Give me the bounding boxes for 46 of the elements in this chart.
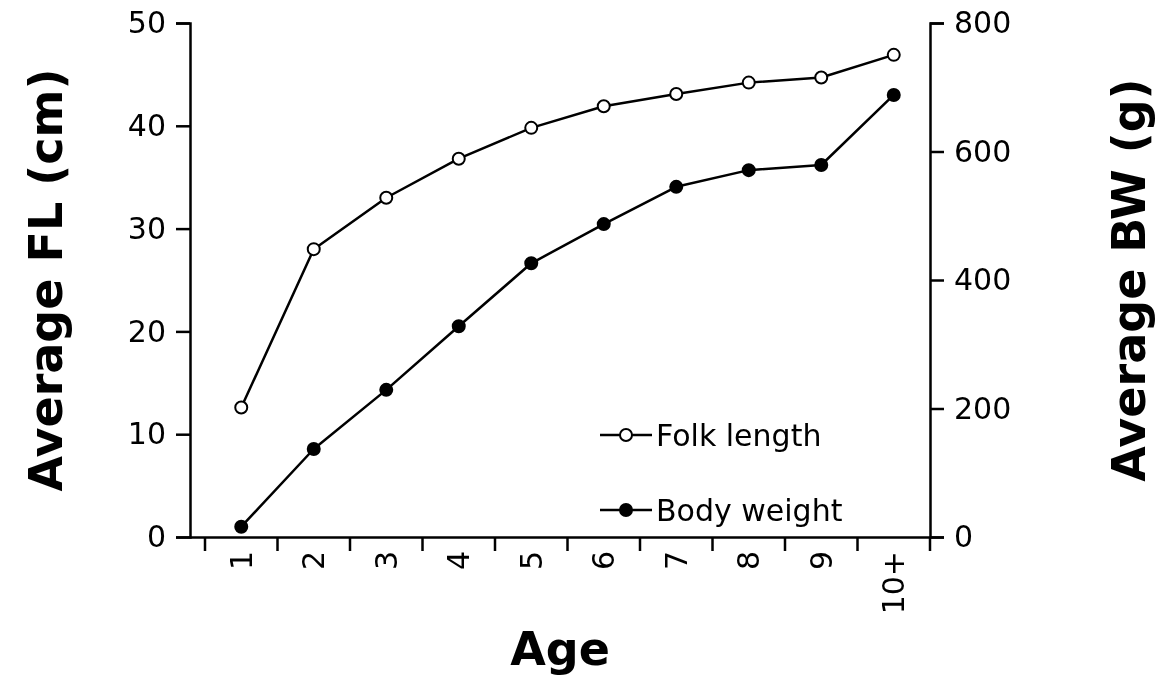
- y-tick-label: 20: [127, 313, 166, 349]
- y-tick-label: 0: [146, 519, 166, 555]
- point: [814, 70, 829, 85]
- y2-tick-label: 400: [954, 262, 1012, 298]
- point: [886, 87, 901, 102]
- point: [669, 179, 684, 194]
- y2-tick-label: 600: [954, 133, 1012, 169]
- y2-axis-title: Average BW (g): [1102, 78, 1156, 482]
- point: [669, 86, 684, 101]
- x-tick-label: 8: [731, 551, 767, 571]
- legend-label: Folk length: [656, 417, 822, 453]
- x-tick-label: 6: [586, 551, 622, 571]
- point: [596, 217, 611, 232]
- y-tick-label: 50: [127, 5, 166, 41]
- point: [306, 242, 321, 257]
- y-tick-label: 10: [127, 416, 166, 452]
- point: [596, 99, 611, 114]
- x-tick-label: 7: [658, 551, 694, 571]
- point: [524, 120, 539, 135]
- point: [814, 157, 829, 172]
- y2-tick-label: 800: [954, 5, 1012, 41]
- x-tick-label: 5: [513, 551, 549, 571]
- y2-tick-label: 200: [954, 390, 1012, 426]
- point: [234, 400, 249, 415]
- point: [451, 151, 466, 166]
- y2-tick-label: 0: [954, 519, 974, 555]
- x-tick-label: 2: [296, 551, 332, 571]
- x-tick-label: 4: [441, 551, 477, 571]
- point: [451, 319, 466, 334]
- x-tick-label: 3: [368, 551, 404, 571]
- point: [886, 47, 901, 62]
- y-axis-title: Average FL (cm): [19, 68, 73, 492]
- point: [741, 163, 756, 178]
- point: [741, 75, 756, 90]
- legend-label: Body weight: [656, 492, 843, 528]
- point: [306, 441, 321, 456]
- x-axis-title: Age: [510, 622, 610, 675]
- x-tick-label: 10+: [876, 551, 912, 615]
- point: [234, 519, 249, 534]
- point: [379, 382, 394, 397]
- point: [379, 190, 394, 205]
- x-tick-label: 1: [223, 551, 259, 571]
- y-tick-label: 30: [127, 210, 166, 246]
- y-tick-label: 40: [127, 107, 166, 143]
- point: [524, 256, 539, 271]
- x-tick-label: 9: [803, 551, 839, 571]
